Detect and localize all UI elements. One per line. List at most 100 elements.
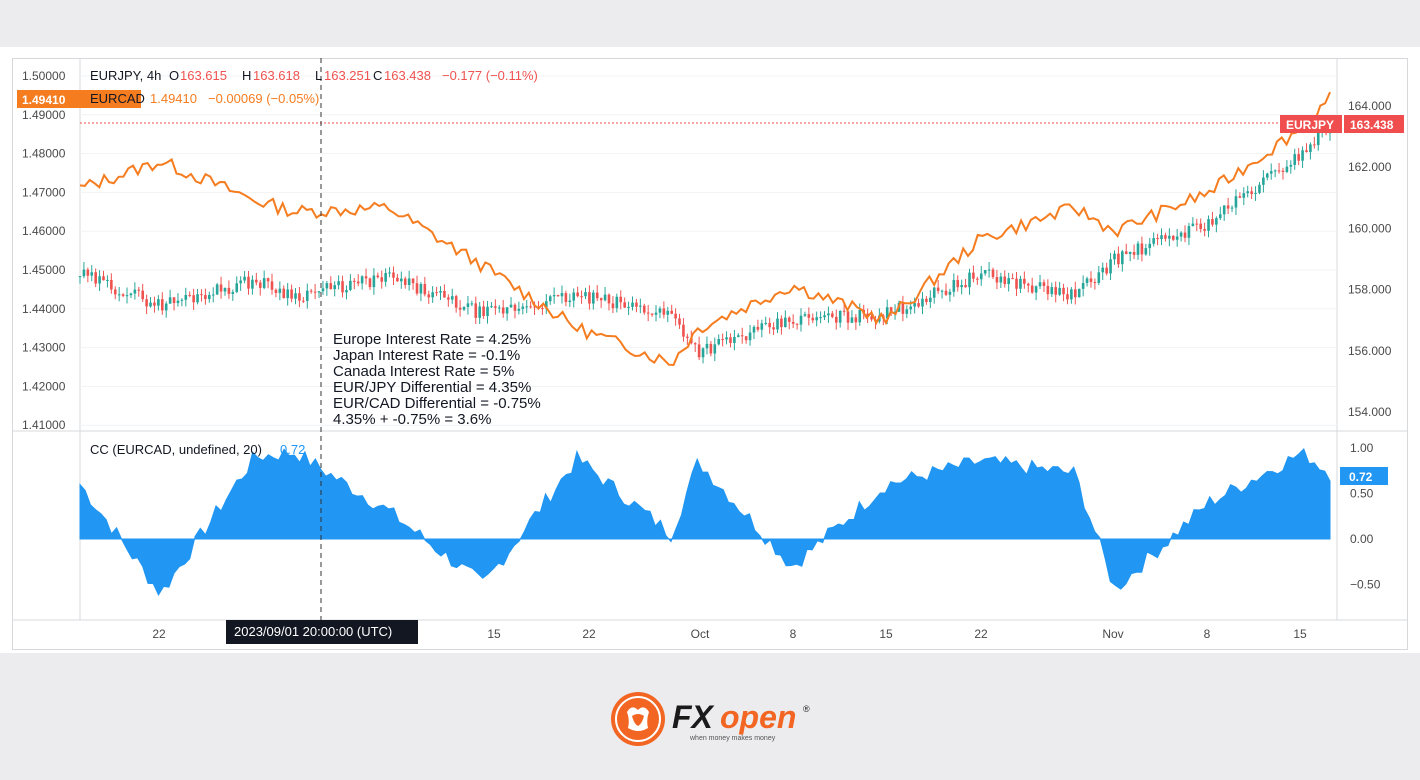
candle-body (309, 290, 313, 292)
candle-body (204, 295, 207, 300)
candle-body (1042, 282, 1046, 286)
candle-body (1152, 238, 1155, 244)
candle-body (619, 296, 623, 303)
candle-body (266, 278, 270, 282)
candle-body (850, 317, 854, 323)
candle-body (517, 308, 521, 311)
candle-body (403, 278, 407, 286)
candle-body (1050, 287, 1054, 295)
candle-body (603, 294, 607, 301)
candle-body (1179, 232, 1183, 237)
candle-body (251, 279, 254, 289)
candle-body (1199, 223, 1202, 229)
legend-low-value: 163.251 (324, 68, 371, 83)
candle-body (474, 303, 478, 318)
candle-body (392, 272, 395, 278)
candle-body (1316, 130, 1320, 146)
candle-body (121, 294, 125, 296)
candle-body (1218, 214, 1222, 219)
candle-body (1066, 294, 1069, 300)
candle-body (917, 303, 920, 307)
candle-body (791, 321, 795, 324)
candle-body (893, 311, 897, 313)
candle-body (117, 294, 121, 296)
price-gridlines (80, 75, 1337, 426)
candle-body (646, 312, 650, 314)
candle-body (599, 298, 603, 301)
left-axis-tick: 1.47000 (22, 185, 66, 199)
candle-body (1269, 171, 1273, 174)
candle-body (752, 326, 756, 333)
candle-body (983, 270, 987, 274)
candle-body (944, 290, 948, 295)
candle-body (772, 327, 775, 330)
candle-body (149, 302, 152, 307)
candle-body (298, 293, 301, 301)
candle-body (423, 283, 427, 295)
candle-body (411, 278, 415, 284)
candle-body (564, 293, 568, 303)
candle-body (1183, 232, 1187, 238)
candle-body (188, 294, 192, 296)
candle-body (592, 292, 595, 304)
candle-body (662, 308, 666, 315)
candle-body (313, 291, 317, 293)
candle-body (509, 304, 513, 308)
candle-body (497, 307, 501, 309)
legend-eurcad-value: 1.49410 (150, 91, 197, 106)
candle-body (443, 290, 446, 298)
candle-body (721, 339, 724, 341)
candle-body (627, 306, 630, 308)
time-axis-tick: 22 (152, 627, 166, 641)
candle-body (1085, 278, 1089, 284)
candle-body (697, 344, 701, 358)
candle-body (768, 322, 771, 328)
registered-mark: ® (803, 704, 810, 714)
candle-body (960, 285, 963, 288)
candle-body (356, 281, 360, 284)
candle-body (1015, 278, 1018, 289)
main-legend: EURJPY, 4h O 163.615 H 163.618 L 163.251… (17, 68, 538, 108)
candle-body (870, 316, 873, 320)
chart-border (12, 58, 1408, 650)
candle-body (838, 310, 842, 323)
legend-high-value: 163.618 (253, 68, 300, 83)
candle-body (901, 302, 905, 314)
crosshair-date-text: 2023/09/01 20:00:00 (UTC) (234, 624, 392, 639)
candle-body (889, 307, 893, 313)
annotation-line-6: 4.35% + -0.75% = 3.6% (333, 411, 491, 428)
candle-body (815, 317, 818, 321)
candle-body (274, 289, 278, 293)
candle-body (999, 276, 1003, 283)
candle-body (1297, 154, 1300, 161)
candle-body (1081, 283, 1085, 289)
candle-body (909, 306, 913, 310)
candle-body (168, 297, 172, 304)
candle-body (164, 303, 168, 311)
candle-body (482, 306, 485, 317)
candle-body (1164, 235, 1167, 239)
candle-body (1148, 243, 1152, 249)
candle-body (219, 284, 223, 292)
left-axis-tick: 1.49000 (22, 108, 66, 122)
time-axis-tick: 22 (974, 627, 988, 641)
candle-body (1203, 228, 1206, 231)
right-axis-tick: 160.000 (1348, 221, 1392, 235)
annotation-line-2: Japan Interest Rate = -0.1% (333, 347, 520, 364)
candle-body (1234, 196, 1238, 208)
candle-body (560, 293, 564, 297)
candle-body (705, 343, 709, 349)
candle-body (756, 326, 760, 330)
left-axis-tick: 1.50000 (22, 69, 66, 83)
candle-body (321, 288, 325, 292)
legend-h-label: H (242, 68, 251, 83)
time-axis-tick: 15 (879, 627, 893, 641)
candle-body (568, 300, 572, 303)
legend-eurcad-symbol: EURCAD (90, 91, 145, 106)
trading-chart[interactable]: 1.50000 1.49000 1.48000 1.47000 1.46000 1.450… (12, 58, 1408, 650)
candle-body (1109, 259, 1112, 274)
candle-body (447, 297, 450, 300)
candle-body (486, 306, 489, 317)
candle-body (184, 294, 188, 300)
candle-body (125, 295, 129, 297)
